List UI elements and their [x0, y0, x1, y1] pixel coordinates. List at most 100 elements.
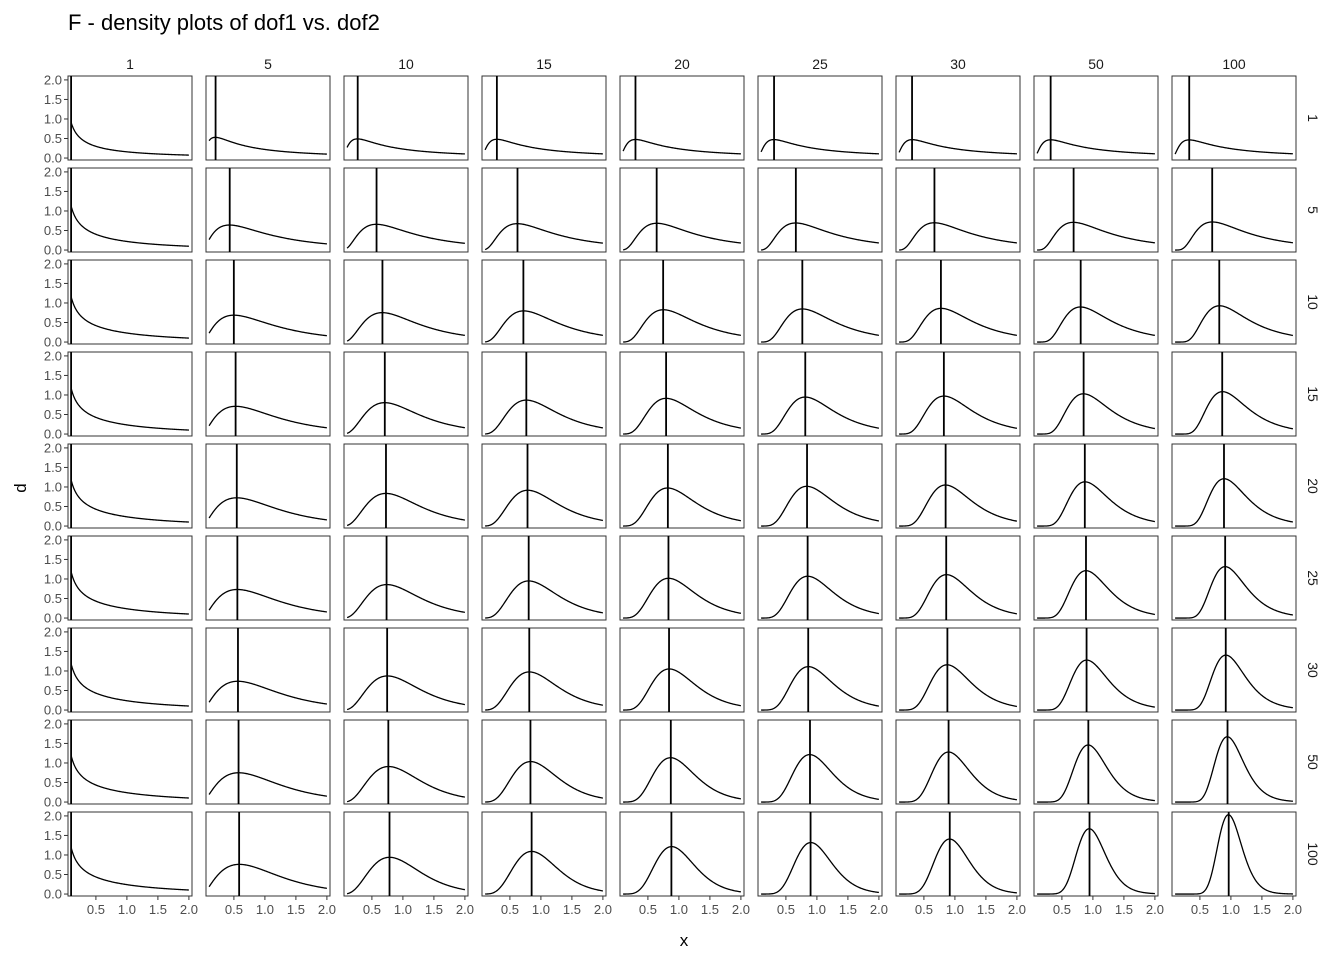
x-tick-label: 2.0	[732, 902, 750, 917]
density-curve	[485, 489, 604, 527]
panel-border	[67, 167, 193, 253]
panel-border	[343, 719, 469, 805]
panel-border	[481, 75, 607, 161]
x-tick-label: 0.5	[501, 902, 519, 917]
density-curve	[1175, 305, 1294, 343]
y-tick-label: 1.5	[44, 736, 62, 751]
panel-border	[895, 259, 1021, 345]
facet-panel	[1033, 627, 1159, 713]
column-strip-label: 20	[674, 56, 690, 72]
facet-panel	[757, 167, 883, 253]
density-curve	[761, 308, 880, 343]
facet-panel	[67, 75, 193, 161]
y-tick-label: 0.0	[44, 427, 62, 442]
facet-panel	[1171, 627, 1297, 713]
facet-panel	[757, 351, 883, 437]
density-curve	[623, 845, 741, 895]
facet-panel	[481, 535, 607, 621]
facet-panel	[205, 811, 331, 897]
facet-panel	[343, 351, 469, 437]
panel-border	[1033, 351, 1159, 437]
facet-panel	[1171, 259, 1297, 345]
x-tick-label: 2.0	[318, 902, 336, 917]
density-curve	[346, 765, 466, 803]
x-tick-label: 1.0	[256, 902, 274, 917]
facet-panel	[343, 811, 469, 897]
facet-panel	[1033, 535, 1159, 621]
panel-border	[757, 351, 883, 437]
panel-border	[757, 719, 883, 805]
panel-border	[205, 259, 331, 345]
facet-panel	[67, 443, 193, 529]
panel-border	[481, 627, 607, 713]
density-curve	[761, 222, 879, 251]
density-curve	[623, 757, 742, 803]
y-tick-label: 0.5	[44, 591, 62, 606]
y-tick-label: 2.0	[44, 624, 62, 639]
y-tick-label: 1.5	[44, 92, 62, 107]
facet-panel	[757, 811, 883, 897]
y-tick-label: 2.0	[44, 348, 62, 363]
column-strip-label: 5	[264, 56, 272, 72]
density-curve	[1037, 306, 1156, 343]
facet-panel	[895, 259, 1021, 345]
panel-border	[1033, 75, 1159, 161]
density-curve	[1037, 744, 1155, 803]
panel-border	[757, 75, 883, 161]
y-tick-label: 0.5	[44, 499, 62, 514]
panel-border	[205, 443, 331, 529]
facet-panel	[1171, 443, 1297, 529]
panel-border	[205, 719, 331, 805]
y-tick-label: 0.5	[44, 867, 62, 882]
facet-panel	[1033, 443, 1159, 529]
facet-panel	[67, 535, 193, 621]
facet-panel	[619, 719, 745, 805]
y-tick-label: 1.0	[44, 295, 62, 310]
panel-border	[205, 351, 331, 437]
panel-border	[895, 75, 1021, 161]
facet-panel	[205, 259, 331, 345]
facet-panel	[1033, 75, 1159, 161]
x-tick-label: 1.5	[563, 902, 581, 917]
density-curve	[208, 863, 327, 889]
panel-border	[67, 811, 193, 897]
y-tick-label: 1.5	[44, 644, 62, 659]
panel-border	[895, 443, 1021, 529]
density-curve	[346, 583, 466, 619]
density-curve	[70, 663, 189, 707]
density-curve	[761, 665, 880, 711]
facet-panel	[481, 351, 607, 437]
x-tick-label: 2.0	[870, 902, 888, 917]
panel-border	[1171, 259, 1297, 345]
density-curve	[899, 751, 1017, 803]
density-curve	[1175, 221, 1293, 251]
panel-border	[67, 535, 193, 621]
facet-panel	[895, 719, 1021, 805]
facet-panel	[619, 627, 745, 713]
row-strip-label: 30	[1305, 662, 1321, 678]
facet-panel	[757, 75, 883, 161]
facet-panel	[343, 167, 469, 253]
panel-border	[757, 535, 883, 621]
facet-panel	[1033, 811, 1159, 897]
density-curve	[485, 310, 604, 343]
density-curve	[761, 841, 879, 895]
facet-panel	[619, 535, 745, 621]
y-tick-label: 2.0	[44, 532, 62, 547]
panel-border	[895, 167, 1021, 253]
panel-border	[619, 443, 745, 529]
panel-border	[1033, 811, 1159, 897]
facet-panel	[1171, 167, 1297, 253]
y-tick-label: 1.0	[44, 755, 62, 770]
x-tick-label: 0.5	[777, 902, 795, 917]
column-strip-label: 30	[950, 56, 966, 72]
panel-border	[757, 627, 883, 713]
density-curve	[761, 396, 880, 435]
facet-panel	[757, 259, 883, 345]
panel-border	[757, 259, 883, 345]
panel-border	[895, 811, 1021, 897]
panel-border	[205, 627, 331, 713]
y-tick-label: 1.0	[44, 479, 62, 494]
panel-border	[1033, 443, 1159, 529]
x-tick-label: 1.0	[532, 902, 550, 917]
